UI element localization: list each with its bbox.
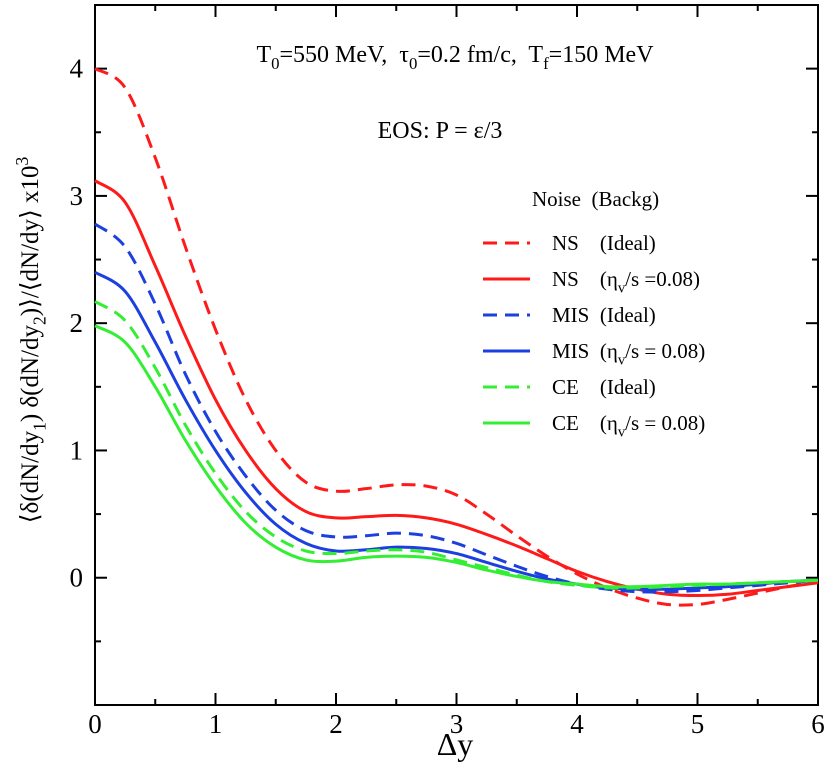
text-part: =150 MeV (549, 42, 655, 68)
y-tick-label: 4 (70, 54, 84, 84)
x-tick-label: 0 (88, 709, 102, 739)
text-part-sup: 3 (12, 156, 32, 165)
rich-text: CE (Ideal) (552, 375, 656, 399)
plot-frame (94, 4, 819, 706)
text-part: EOS: P = ε/3 (378, 118, 503, 144)
text-part-sub: 0 (409, 54, 417, 73)
y-tick-label: 0 (70, 563, 84, 593)
text-part-sub: v (618, 280, 626, 296)
text-part: Δy (437, 726, 474, 762)
rich-text: Δy (437, 726, 474, 762)
series-line (94, 324, 819, 589)
text-part: NS (η (552, 267, 618, 291)
x-tick-label: 2 (329, 709, 343, 739)
text-part: MIS (η (552, 339, 618, 363)
text-part: CE (Ideal) (552, 375, 656, 399)
x-tick-label: 6 (811, 709, 825, 739)
text-part: /s = 0.08) (625, 339, 705, 363)
text-part: )⟩/⟨dN/dy⟩ x10 (17, 165, 44, 316)
text-part: /s =0.08) (625, 267, 700, 291)
text-part-sub: 0 (271, 54, 279, 73)
series-line (94, 67, 819, 607)
y-tick-label: 3 (70, 181, 84, 211)
series-line (94, 300, 819, 590)
text-part-sub: v (618, 352, 626, 368)
text-part-sub: f (543, 54, 549, 73)
y-tick-label: 2 (70, 308, 84, 338)
text-part: MIS (Ideal) (552, 303, 656, 327)
rich-text: NS (Ideal) (552, 231, 656, 255)
series-line (94, 222, 819, 594)
text-part: =550 MeV, τ (280, 42, 410, 68)
rich-text: EOS: P = ε/3 (378, 118, 503, 144)
text-part: /s = 0.08) (625, 411, 705, 435)
text-part-sub: 2 (30, 316, 50, 325)
series-line (94, 179, 819, 598)
rich-text: T0=550 MeV, τ0=0.2 fm/c, Tf=150 MeV (256, 42, 654, 73)
x-tick-label: 5 (691, 709, 705, 739)
text-part: =0.2 fm/c, T (417, 42, 543, 68)
rich-text: NS (ηv/s =0.08) (552, 267, 700, 296)
x-tick-label: 3 (450, 709, 464, 739)
rich-text: ⟨δ(dN/dy1) δ(dN/dy2)⟩/⟨dN/dy⟩ x103 (12, 156, 50, 523)
text-part-sub: v (618, 424, 626, 440)
series-line (94, 270, 819, 591)
rich-text: MIS (ηv/s = 0.08) (552, 339, 705, 368)
rich-text: MIS (Ideal) (552, 303, 656, 327)
text-part-sub: 1 (30, 422, 50, 431)
text-part: T (256, 42, 271, 68)
rich-text: CE (ηv/s = 0.08) (552, 411, 705, 440)
x-tick-label: 1 (209, 709, 223, 739)
text-part: ) δ(dN/dy (17, 324, 44, 422)
y-tick-label: 1 (70, 435, 84, 465)
text-part: ⟨δ(dN/dy (17, 430, 44, 523)
text-part: CE (η (552, 411, 618, 435)
text-part: NS (Ideal) (552, 231, 656, 255)
legend-title: Noise (Backg) (532, 187, 659, 211)
x-tick-label: 4 (570, 709, 584, 739)
